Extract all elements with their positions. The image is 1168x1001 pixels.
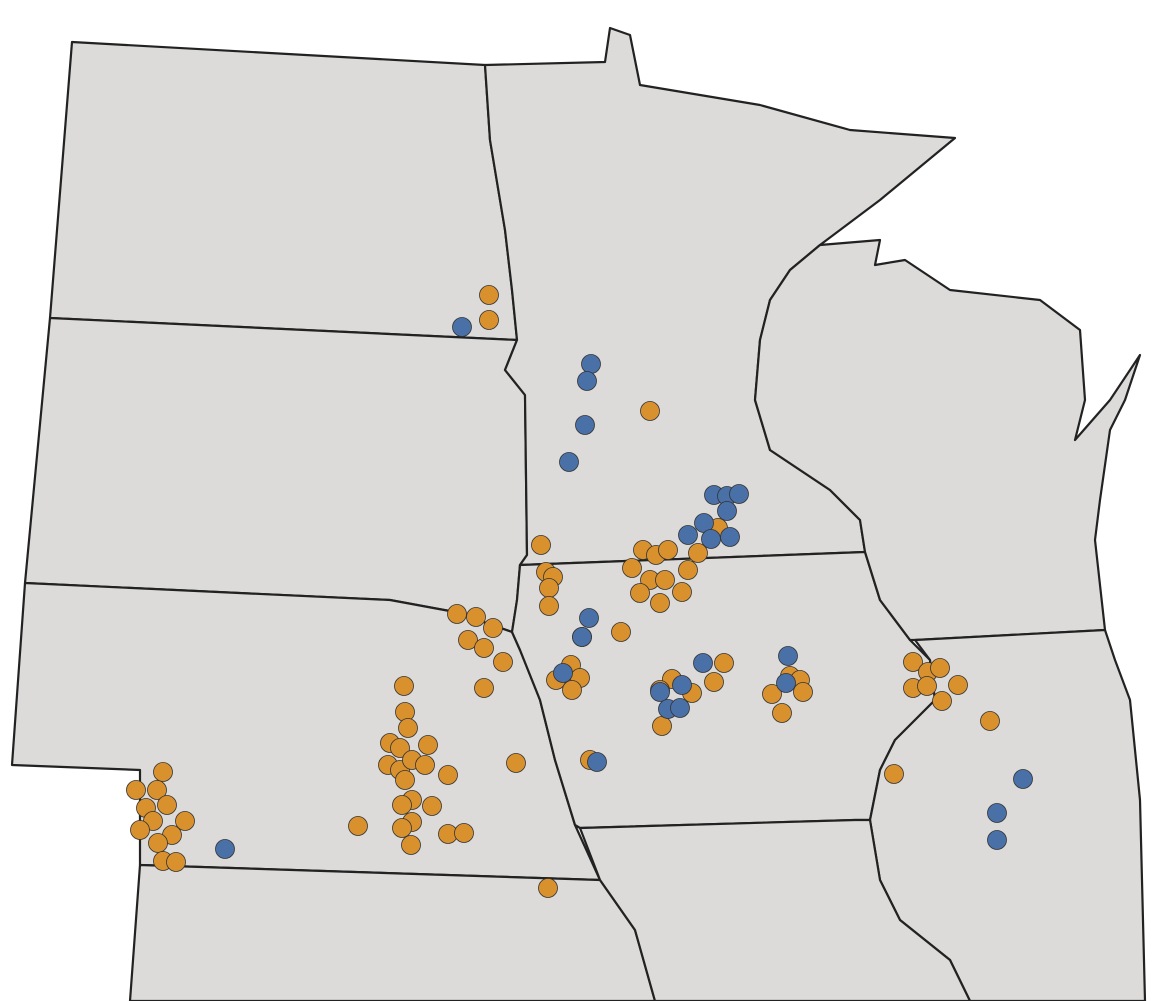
site-marker: [650, 593, 670, 613]
site-marker: [474, 638, 494, 658]
site-marker: [672, 582, 692, 602]
site-marker: [538, 878, 558, 898]
site-marker: [793, 682, 813, 702]
site-marker: [678, 560, 698, 580]
site-marker: [539, 578, 559, 598]
site-marker: [650, 682, 670, 702]
site-marker: [776, 673, 796, 693]
site-marker: [678, 525, 698, 545]
site-marker: [348, 816, 368, 836]
site-marker: [778, 646, 798, 666]
site-marker: [175, 811, 195, 831]
site-marker: [670, 698, 690, 718]
site-marker: [762, 684, 782, 704]
site-marker: [130, 820, 150, 840]
site-marker: [447, 604, 467, 624]
site-marker: [539, 596, 559, 616]
site-marker: [392, 795, 412, 815]
site-marker: [479, 310, 499, 330]
site-marker: [157, 795, 177, 815]
states: [10, 26, 1147, 1001]
state-south-dakota: [23, 316, 529, 634]
site-marker: [398, 718, 418, 738]
state-missouri: [578, 818, 972, 1001]
site-marker: [483, 618, 503, 638]
site-marker: [622, 558, 642, 578]
site-marker: [215, 839, 235, 859]
site-marker: [394, 676, 414, 696]
state-north-dakota: [48, 40, 519, 342]
site-marker: [390, 738, 410, 758]
site-marker: [572, 627, 592, 647]
site-marker: [884, 764, 904, 784]
site-marker: [704, 672, 724, 692]
state-wisconsin: [753, 238, 1142, 642]
site-marker: [729, 484, 749, 504]
site-marker: [903, 652, 923, 672]
site-marker: [575, 415, 595, 435]
site-marker: [148, 833, 168, 853]
site-marker: [166, 852, 186, 872]
site-marker: [474, 678, 494, 698]
site-marker: [147, 780, 167, 800]
site-marker: [479, 285, 499, 305]
site-marker: [452, 317, 472, 337]
site-marker: [652, 716, 672, 736]
site-marker: [693, 653, 713, 673]
state-kansas: [128, 863, 657, 1001]
site-marker: [587, 752, 607, 772]
site-marker: [415, 755, 435, 775]
site-marker: [772, 703, 792, 723]
site-marker: [658, 540, 678, 560]
site-marker: [401, 835, 421, 855]
site-marker: [932, 691, 952, 711]
site-marker: [493, 652, 513, 672]
site-marker: [559, 452, 579, 472]
site-marker: [701, 529, 721, 549]
site-marker: [531, 535, 551, 555]
site-marker: [577, 371, 597, 391]
site-marker: [458, 630, 478, 650]
site-marker: [611, 622, 631, 642]
site-marker: [581, 354, 601, 374]
site-marker: [987, 803, 1007, 823]
site-marker: [422, 796, 442, 816]
site-marker: [980, 711, 1000, 731]
site-marker: [1013, 769, 1033, 789]
site-marker: [714, 653, 734, 673]
site-marker: [655, 570, 675, 590]
site-marker: [688, 543, 708, 563]
site-marker: [579, 608, 599, 628]
site-marker: [466, 607, 486, 627]
site-marker: [553, 663, 573, 683]
site-marker: [720, 527, 740, 547]
site-marker: [438, 765, 458, 785]
site-marker: [392, 818, 412, 838]
site-marker: [672, 675, 692, 695]
site-marker: [562, 680, 582, 700]
site-marker: [630, 583, 650, 603]
site-marker: [640, 401, 660, 421]
site-marker: [917, 676, 937, 696]
site-marker: [454, 823, 474, 843]
site-marker: [418, 735, 438, 755]
site-marker: [153, 762, 173, 782]
site-marker: [987, 830, 1007, 850]
site-marker: [506, 753, 526, 773]
site-marker: [948, 675, 968, 695]
sites: [126, 285, 1033, 898]
site-marker: [395, 770, 415, 790]
site-marker: [126, 780, 146, 800]
site-marker: [717, 501, 737, 521]
site-marker: [930, 658, 950, 678]
